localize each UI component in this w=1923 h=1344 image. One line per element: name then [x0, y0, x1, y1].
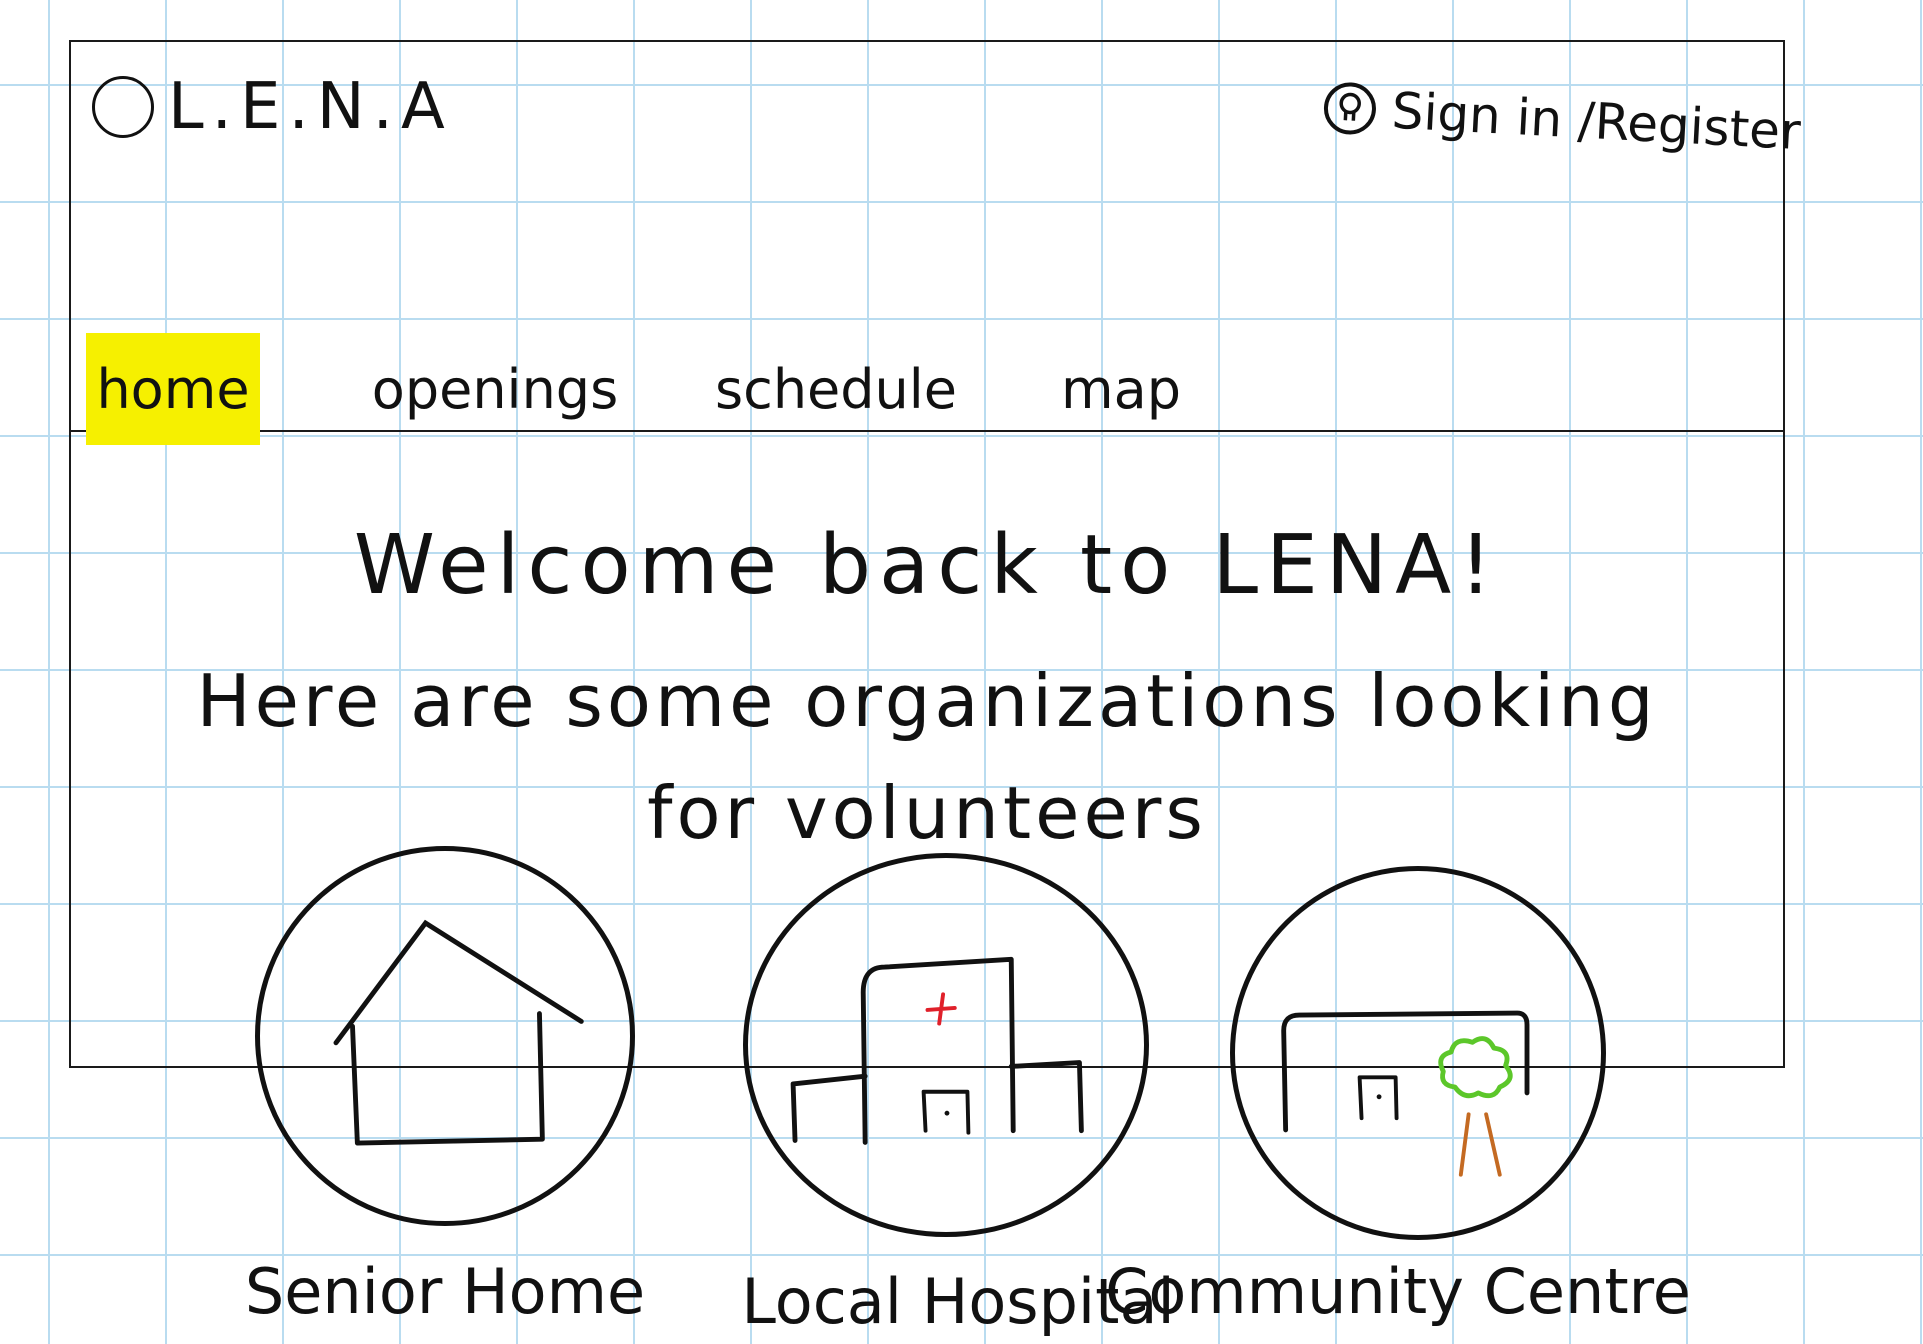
tab-home[interactable]: home: [86, 333, 260, 445]
org-senior-home-label: Senior Home: [244, 1255, 646, 1328]
tab-schedule[interactable]: schedule: [715, 357, 957, 421]
hospital-icon: [790, 956, 1084, 1145]
welcome-subtitle: Here are some organizations looking for …: [69, 645, 1785, 869]
signin-register-link[interactable]: Sign in /Register: [1320, 78, 1802, 161]
user-icon: [1323, 82, 1376, 135]
logo-text: L.E.N.A: [168, 70, 453, 144]
logo[interactable]: L.E.N.A: [92, 70, 453, 144]
welcome-heading: Welcome back to LENA!: [353, 518, 1501, 613]
org-senior-home-card[interactable]: [255, 846, 635, 1226]
community-centre-icon: [1281, 1010, 1530, 1177]
house-icon: [333, 919, 584, 1146]
org-local-hospital-label: Local Hospital: [741, 1265, 1175, 1338]
subtitle-line-1: Here are some organizations looking: [196, 659, 1658, 743]
org-community-centre-label: Community Centre: [1105, 1255, 1691, 1328]
subtitle-line-2: for volunteers: [647, 771, 1207, 855]
tab-openings[interactable]: openings: [371, 357, 619, 421]
header-divider: [69, 430, 1785, 432]
org-community-centre-card[interactable]: [1230, 866, 1606, 1240]
org-local-hospital-card[interactable]: [743, 853, 1149, 1237]
tab-map[interactable]: map: [1061, 357, 1181, 421]
logo-circle-icon: [92, 76, 154, 138]
